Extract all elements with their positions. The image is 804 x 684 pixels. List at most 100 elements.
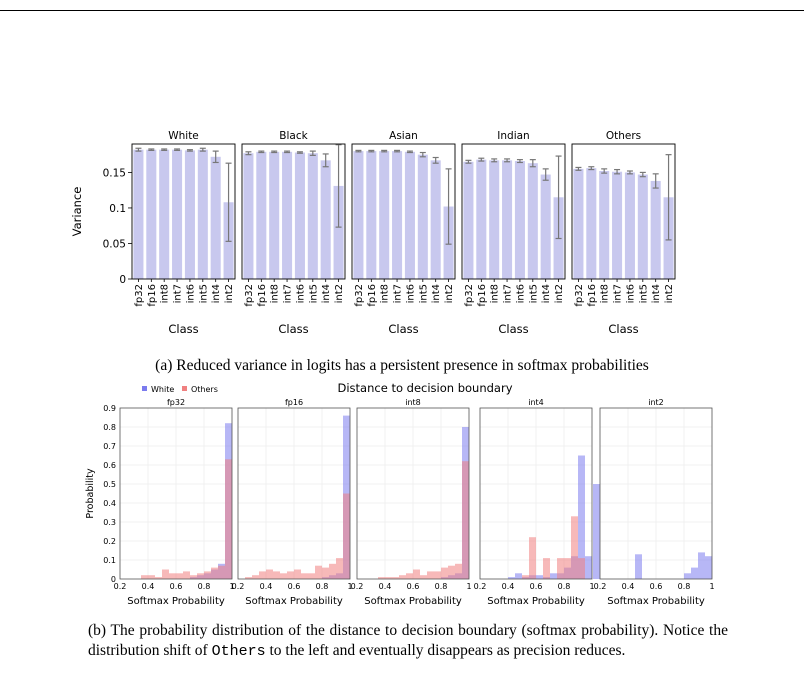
bar	[197, 149, 208, 279]
panel-others: Others fp32 fp16 int8 int7 int6 int5 int4 int2 Cl…	[571, 130, 676, 336]
bar	[243, 153, 254, 279]
others-bar	[578, 558, 585, 579]
white-bar	[585, 556, 592, 579]
white-bar	[635, 554, 642, 579]
y-tick-label: 0.6	[103, 461, 116, 470]
x-tick-label: int8	[270, 284, 281, 303]
panel-frame	[461, 143, 566, 280]
x-tick-label: 0.6	[650, 582, 663, 591]
panel-title: Others	[606, 130, 641, 142]
others-bar	[557, 558, 564, 579]
panel-frame	[241, 143, 346, 280]
panel-frame	[131, 143, 236, 280]
bar	[514, 161, 525, 279]
caption-b-text-2: to the left and eventually disappears as…	[265, 642, 626, 659]
subplot-frame	[599, 407, 713, 580]
panel-frame	[571, 143, 676, 280]
x-tick-label: int6	[625, 284, 636, 303]
others-bar	[448, 565, 455, 579]
x-tick-label: int2	[664, 284, 675, 303]
x-tick-label: 0.6	[170, 582, 183, 591]
x-tick-label: int5	[198, 284, 209, 303]
others-bar	[343, 493, 350, 579]
caption-a: (a) Reduced variance in logits has a per…	[155, 357, 649, 374]
bar	[146, 149, 157, 279]
x-tick-label: 0.8	[678, 582, 691, 591]
y-tick-label: 0.8	[103, 423, 116, 432]
x-tick-label: int7	[503, 284, 514, 303]
bar	[502, 160, 513, 279]
x-tick-label: 0.4	[622, 582, 635, 591]
subplot-title: fp16	[285, 398, 303, 407]
x-tick-label: 0.2	[232, 582, 245, 591]
panel-title: Indian	[497, 130, 529, 142]
bar	[540, 174, 551, 279]
x-axis-label: Softmax Probability	[364, 596, 462, 607]
y-tick-label: 0	[111, 575, 116, 584]
others-bar	[294, 569, 301, 579]
x-tick-label: int8	[490, 284, 501, 303]
x-tick-label: fp16	[477, 284, 488, 307]
others-bar	[287, 571, 294, 579]
y-tick-label: 0.5	[103, 480, 116, 489]
others-bar	[399, 575, 406, 579]
x-axis-label: Softmax Probability	[487, 596, 585, 607]
white-bar	[698, 552, 705, 579]
y-tick-label: 0.1	[109, 203, 126, 215]
x-axis-label: Softmax Probability	[245, 596, 343, 607]
others-bar	[522, 575, 529, 579]
x-tick-label: int4	[541, 284, 552, 303]
subplot-title: int4	[528, 398, 544, 407]
others-bar	[329, 563, 336, 579]
white-bar	[508, 577, 515, 579]
legend: White Others	[142, 385, 218, 394]
subplot-title: int8	[405, 398, 421, 407]
others-bar	[141, 575, 148, 579]
x-tick-label: int5	[418, 284, 429, 303]
bar	[527, 163, 538, 279]
subplot-frame	[356, 407, 470, 580]
x-tick-label: 1	[466, 582, 471, 591]
x-tick-label: int7	[283, 284, 294, 303]
x-axis-label: Class	[498, 322, 528, 336]
x-tick-label: int4	[651, 284, 662, 303]
x-axis-label: Class	[608, 322, 638, 336]
subplot-title: fp32	[167, 398, 185, 407]
others-bar	[385, 577, 392, 579]
others-bar	[427, 571, 434, 579]
x-tick-label: 1	[347, 582, 352, 591]
x-tick-label: int4	[211, 284, 222, 303]
subplot-title: int2	[648, 398, 664, 407]
x-tick-label: int8	[160, 284, 171, 303]
others-bar	[266, 569, 273, 579]
legend-label: White	[151, 385, 174, 394]
x-tick-label: int5	[528, 284, 539, 303]
panel-black: Black fp32 fp16 int8 int7 int6 int5 int4 int2 Cla…	[241, 130, 346, 336]
legend-label: Others	[191, 385, 218, 394]
white-bar	[684, 573, 691, 579]
others-bar	[273, 571, 280, 579]
bar	[586, 168, 597, 279]
x-tick-label: 0.8	[198, 582, 211, 591]
white-bar	[550, 573, 557, 579]
x-tick-label: int6	[185, 284, 196, 303]
panel-indian: Indian fp32 fp16 int8 int7 int6 int5 int4 int2 Cl…	[461, 130, 566, 336]
bar	[269, 151, 280, 279]
others-bar	[280, 573, 287, 579]
subplot-fp32: fp32 0.2 0.4 0.6 0.8 1 Softmax Probability	[114, 398, 235, 607]
others-bar	[455, 563, 462, 579]
x-tick-label: 0.6	[530, 582, 543, 591]
bar	[599, 171, 610, 279]
subplot-int4: int4 0.2 0.4 0.6 0.8 1 Softmax Probability	[474, 398, 595, 607]
x-tick-label: 0.8	[558, 582, 571, 591]
others-bar	[176, 573, 183, 579]
white-bar	[691, 567, 698, 579]
y-tick-label: 0.7	[103, 442, 116, 451]
bar	[294, 152, 305, 279]
x-tick-label: fp32	[354, 284, 365, 307]
subplot-frame	[119, 407, 233, 580]
bar	[404, 151, 415, 279]
x-tick-label: int8	[380, 284, 391, 303]
bar	[379, 151, 390, 279]
